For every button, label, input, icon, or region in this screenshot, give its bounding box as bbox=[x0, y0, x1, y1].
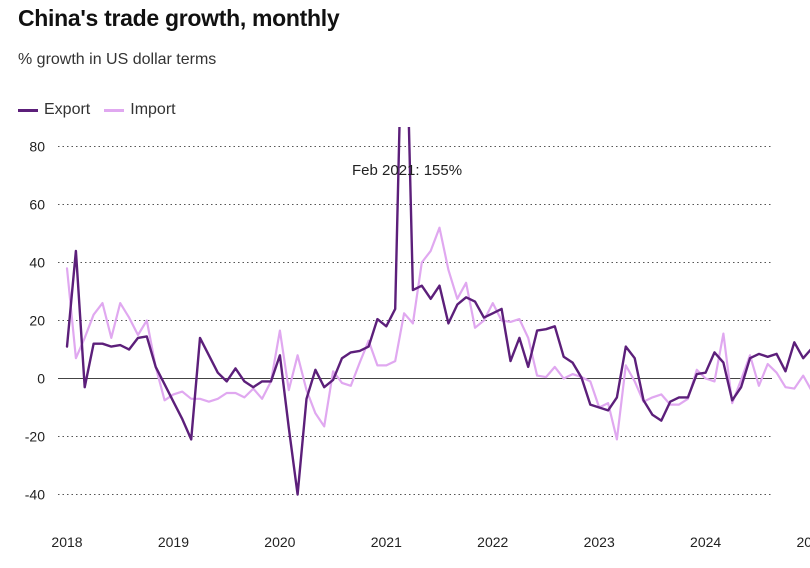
x-tick-label: 2023 bbox=[584, 534, 615, 550]
legend-label-export: Export bbox=[44, 101, 91, 118]
legend-item-import[interactable]: Import bbox=[104, 101, 176, 119]
x-tick-label: 2019 bbox=[158, 534, 189, 550]
y-tick-label: 60 bbox=[29, 197, 45, 213]
x-tick-label: 2024 bbox=[690, 534, 721, 550]
y-tick-label: 20 bbox=[29, 313, 45, 329]
legend-label-import: Import bbox=[130, 101, 176, 118]
y-axis: 80 60 40 20 0 -20 -40 bbox=[25, 139, 45, 503]
y-tick-label: -20 bbox=[25, 429, 45, 445]
x-axis: 2018 2019 2020 2021 2022 2023 2024 2025 bbox=[51, 534, 810, 550]
series-line-export bbox=[65, 127, 810, 496]
series-lines bbox=[65, 127, 810, 496]
series-line-import bbox=[65, 226, 810, 441]
y-tick-label: 0 bbox=[37, 371, 45, 387]
annotation-label: Feb 2021: 155% bbox=[352, 162, 462, 179]
legend-swatch-export bbox=[18, 108, 38, 112]
y-tick-label: 40 bbox=[29, 255, 45, 271]
legend-item-export[interactable]: Export bbox=[18, 101, 90, 119]
chart-subtitle: % growth in US dollar terms bbox=[18, 51, 217, 68]
x-tick-label: 2025 bbox=[797, 534, 810, 550]
x-tick-label: 2020 bbox=[264, 534, 295, 550]
y-tick-label: -40 bbox=[25, 487, 45, 503]
grid bbox=[58, 146, 772, 495]
x-tick-label: 2018 bbox=[51, 534, 82, 550]
legend: Export Import bbox=[18, 101, 190, 119]
x-tick-label: 2021 bbox=[371, 534, 402, 550]
legend-swatch-import bbox=[104, 108, 125, 112]
chart-title: China's trade growth, monthly bbox=[18, 5, 340, 31]
y-tick-label: 80 bbox=[29, 139, 45, 155]
x-tick-label: 2022 bbox=[477, 534, 508, 550]
